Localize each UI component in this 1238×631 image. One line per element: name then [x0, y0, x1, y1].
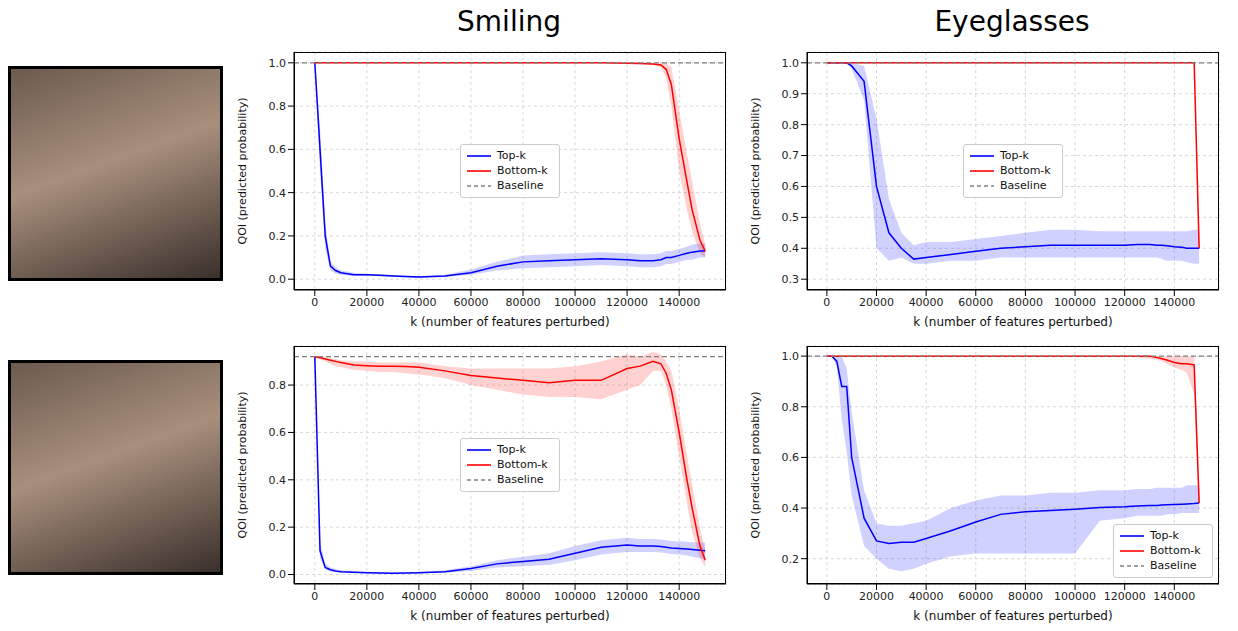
- svg-text:20000: 20000: [859, 590, 894, 603]
- svg-text:0.0: 0.0: [269, 273, 287, 286]
- svg-text:0: 0: [311, 296, 318, 309]
- html-text:Bottom-k: Bottom-k: [1150, 544, 1201, 557]
- svg-text:140000: 140000: [658, 590, 700, 603]
- svg-text:0.8: 0.8: [782, 401, 800, 414]
- svg-text:120000: 120000: [606, 590, 648, 603]
- svg-text:40000: 40000: [909, 590, 944, 603]
- svg-text:0.8: 0.8: [782, 119, 800, 132]
- svg-text:k (number of features perturbe: k (number of features perturbed): [913, 315, 1112, 329]
- svg-text:1.0: 1.0: [269, 57, 287, 70]
- html-text:Baseline: Baseline: [497, 473, 544, 486]
- html-text:Bottom-k: Bottom-k: [497, 164, 548, 177]
- svg-text:0.4: 0.4: [782, 502, 800, 515]
- svg-text:80000: 80000: [506, 590, 541, 603]
- svg-text:QOI (predicted probability): QOI (predicted probability): [236, 97, 249, 244]
- svg-text:80000: 80000: [1008, 296, 1043, 309]
- svg-text:20000: 20000: [349, 296, 384, 309]
- svg-text:140000: 140000: [658, 296, 700, 309]
- svg-text:60000: 60000: [453, 296, 488, 309]
- svg-text:100000: 100000: [554, 296, 596, 309]
- svg-text:140000: 140000: [1153, 590, 1195, 603]
- svg-text:1.0: 1.0: [782, 350, 800, 363]
- svg-text:0: 0: [823, 296, 830, 309]
- html-text:Top-k: Top-k: [497, 443, 526, 456]
- svg-text:0.6: 0.6: [269, 426, 287, 439]
- svg-text:0.9: 0.9: [782, 88, 800, 101]
- html-text:Top-k: Top-k: [497, 149, 526, 162]
- svg-text:0.4: 0.4: [269, 474, 287, 487]
- svg-text:0.0: 0.0: [269, 568, 287, 581]
- svg-text:QOI (predicted probability): QOI (predicted probability): [749, 97, 762, 244]
- svg-text:0.2: 0.2: [269, 230, 287, 243]
- svg-text:k (number of features perturbe: k (number of features perturbed): [913, 609, 1112, 623]
- svg-text:0.3: 0.3: [782, 273, 800, 286]
- svg-text:0.8: 0.8: [269, 100, 287, 113]
- svg-text:0: 0: [311, 590, 318, 603]
- svg-text:0.5: 0.5: [782, 211, 800, 224]
- html-text:Eyeglasses: Eyeglasses: [934, 5, 1090, 38]
- svg-text:120000: 120000: [1104, 590, 1146, 603]
- html-text:Bottom-k: Bottom-k: [497, 458, 548, 471]
- svg-text:40000: 40000: [401, 296, 436, 309]
- svg-text:60000: 60000: [453, 590, 488, 603]
- svg-text:0.7: 0.7: [782, 149, 800, 162]
- svg-text:0.2: 0.2: [782, 553, 800, 566]
- svg-text:0.8: 0.8: [269, 379, 287, 392]
- svg-text:100000: 100000: [1054, 590, 1096, 603]
- svg-text:20000: 20000: [859, 296, 894, 309]
- html-text:Baseline: Baseline: [1150, 559, 1197, 572]
- svg-text:0.4: 0.4: [269, 187, 287, 200]
- svg-text:60000: 60000: [958, 590, 993, 603]
- html-text:Top-k: Top-k: [1000, 149, 1029, 162]
- svg-text:QOI (predicted probability): QOI (predicted probability): [749, 391, 762, 538]
- html-text:Baseline: Baseline: [1000, 179, 1047, 192]
- svg-text:80000: 80000: [1008, 590, 1043, 603]
- svg-text:0.6: 0.6: [782, 451, 800, 464]
- svg-text:120000: 120000: [606, 296, 648, 309]
- svg-text:k (number of features perturbe: k (number of features perturbed): [410, 609, 609, 623]
- svg-text:80000: 80000: [506, 296, 541, 309]
- svg-text:0: 0: [823, 590, 830, 603]
- svg-text:60000: 60000: [958, 296, 993, 309]
- svg-text:QOI (predicted probability): QOI (predicted probability): [236, 391, 249, 538]
- svg-text:40000: 40000: [401, 590, 436, 603]
- svg-text:k (number of features perturbe: k (number of features perturbed): [410, 315, 609, 329]
- svg-text:120000: 120000: [1104, 296, 1146, 309]
- svg-text:0.2: 0.2: [269, 521, 287, 534]
- html-text:Smiling: Smiling: [457, 5, 561, 38]
- svg-text:0.6: 0.6: [269, 143, 287, 156]
- svg-text:20000: 20000: [349, 590, 384, 603]
- svg-text:0.6: 0.6: [782, 180, 800, 193]
- svg-text:100000: 100000: [1054, 296, 1096, 309]
- svg-text:40000: 40000: [909, 296, 944, 309]
- svg-text:1.0: 1.0: [782, 57, 800, 70]
- svg-text:0.4: 0.4: [782, 242, 800, 255]
- html-text:Top-k: Top-k: [1150, 529, 1179, 542]
- svg-text:100000: 100000: [554, 590, 596, 603]
- html-text:Bottom-k: Bottom-k: [1000, 164, 1051, 177]
- svg-text:140000: 140000: [1153, 296, 1195, 309]
- html-text:Baseline: Baseline: [497, 179, 544, 192]
